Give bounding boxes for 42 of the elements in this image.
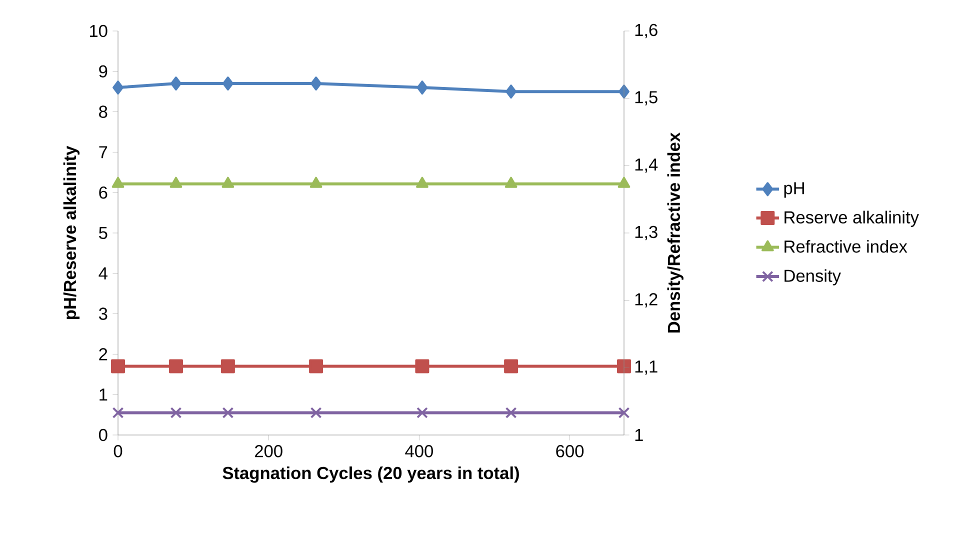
point: [617, 359, 632, 374]
y-axis-title: pH/Reserve alkalinity: [63, 146, 80, 320]
x-tick-label: 0: [114, 445, 122, 458]
x-tick-label: 600: [556, 445, 584, 458]
y2-tick-label: 1,1: [635, 360, 658, 375]
point: [220, 359, 235, 374]
y2-tick-label: 1,5: [635, 91, 658, 106]
y2-axis-title: Density/Refractive index: [667, 132, 684, 333]
legend-label: Refractive index: [784, 240, 908, 253]
point: [309, 359, 324, 374]
point: [415, 359, 430, 374]
x-tick-label: 400: [405, 445, 433, 458]
y-tick-label: 4: [98, 267, 108, 280]
y-tick-label: 2: [99, 348, 108, 360]
point: [222, 76, 234, 91]
point: [504, 359, 518, 374]
y-tick-label: 7: [99, 146, 108, 158]
legend-label: Density: [784, 269, 841, 286]
point: [168, 359, 183, 374]
x-axis-title: Stagnation Cycles (20 years in total): [222, 466, 519, 483]
y2-tick-label: 1,2: [635, 293, 658, 308]
point: [416, 80, 428, 95]
y-tick-label: 1: [100, 388, 108, 401]
y-tick-label: 9: [99, 65, 108, 78]
y2-tick-label: 1: [635, 429, 643, 441]
point: [506, 84, 517, 99]
y-tick-label: 3: [98, 308, 108, 320]
y-tick-label: 0: [98, 428, 108, 442]
y-tick-label: 5: [99, 226, 108, 240]
y-tick-label: 8: [99, 106, 108, 118]
point: [310, 76, 322, 91]
legend-label: Reserve alkalinity: [784, 210, 919, 227]
legend-label: pH: [784, 182, 804, 198]
y-tick-label: 10: [90, 24, 108, 38]
y2-tick-label: 1,6: [635, 24, 658, 38]
point: [111, 359, 126, 374]
y2-tick-label: 1,3: [635, 226, 658, 240]
point: [170, 76, 182, 91]
point: [112, 80, 124, 95]
y-tick-label: 6: [99, 186, 108, 199]
x-tick-label: 200: [255, 445, 282, 458]
y2-tick-label: 1,4: [635, 158, 658, 173]
